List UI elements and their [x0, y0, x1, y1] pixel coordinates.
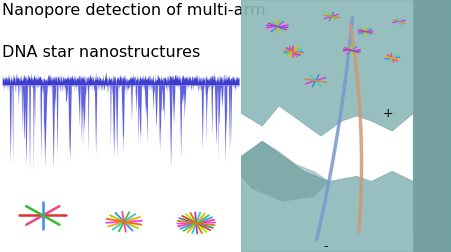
Text: +: +	[383, 107, 393, 120]
Text: -: -	[323, 240, 327, 252]
Text: Nanopore detection of multi-arm: Nanopore detection of multi-arm	[2, 3, 266, 18]
Polygon shape	[241, 141, 451, 252]
Text: DNA star nanostructures: DNA star nanostructures	[2, 45, 201, 60]
Polygon shape	[241, 0, 451, 227]
Polygon shape	[241, 141, 329, 202]
Polygon shape	[413, 0, 451, 227]
Polygon shape	[413, 207, 451, 252]
